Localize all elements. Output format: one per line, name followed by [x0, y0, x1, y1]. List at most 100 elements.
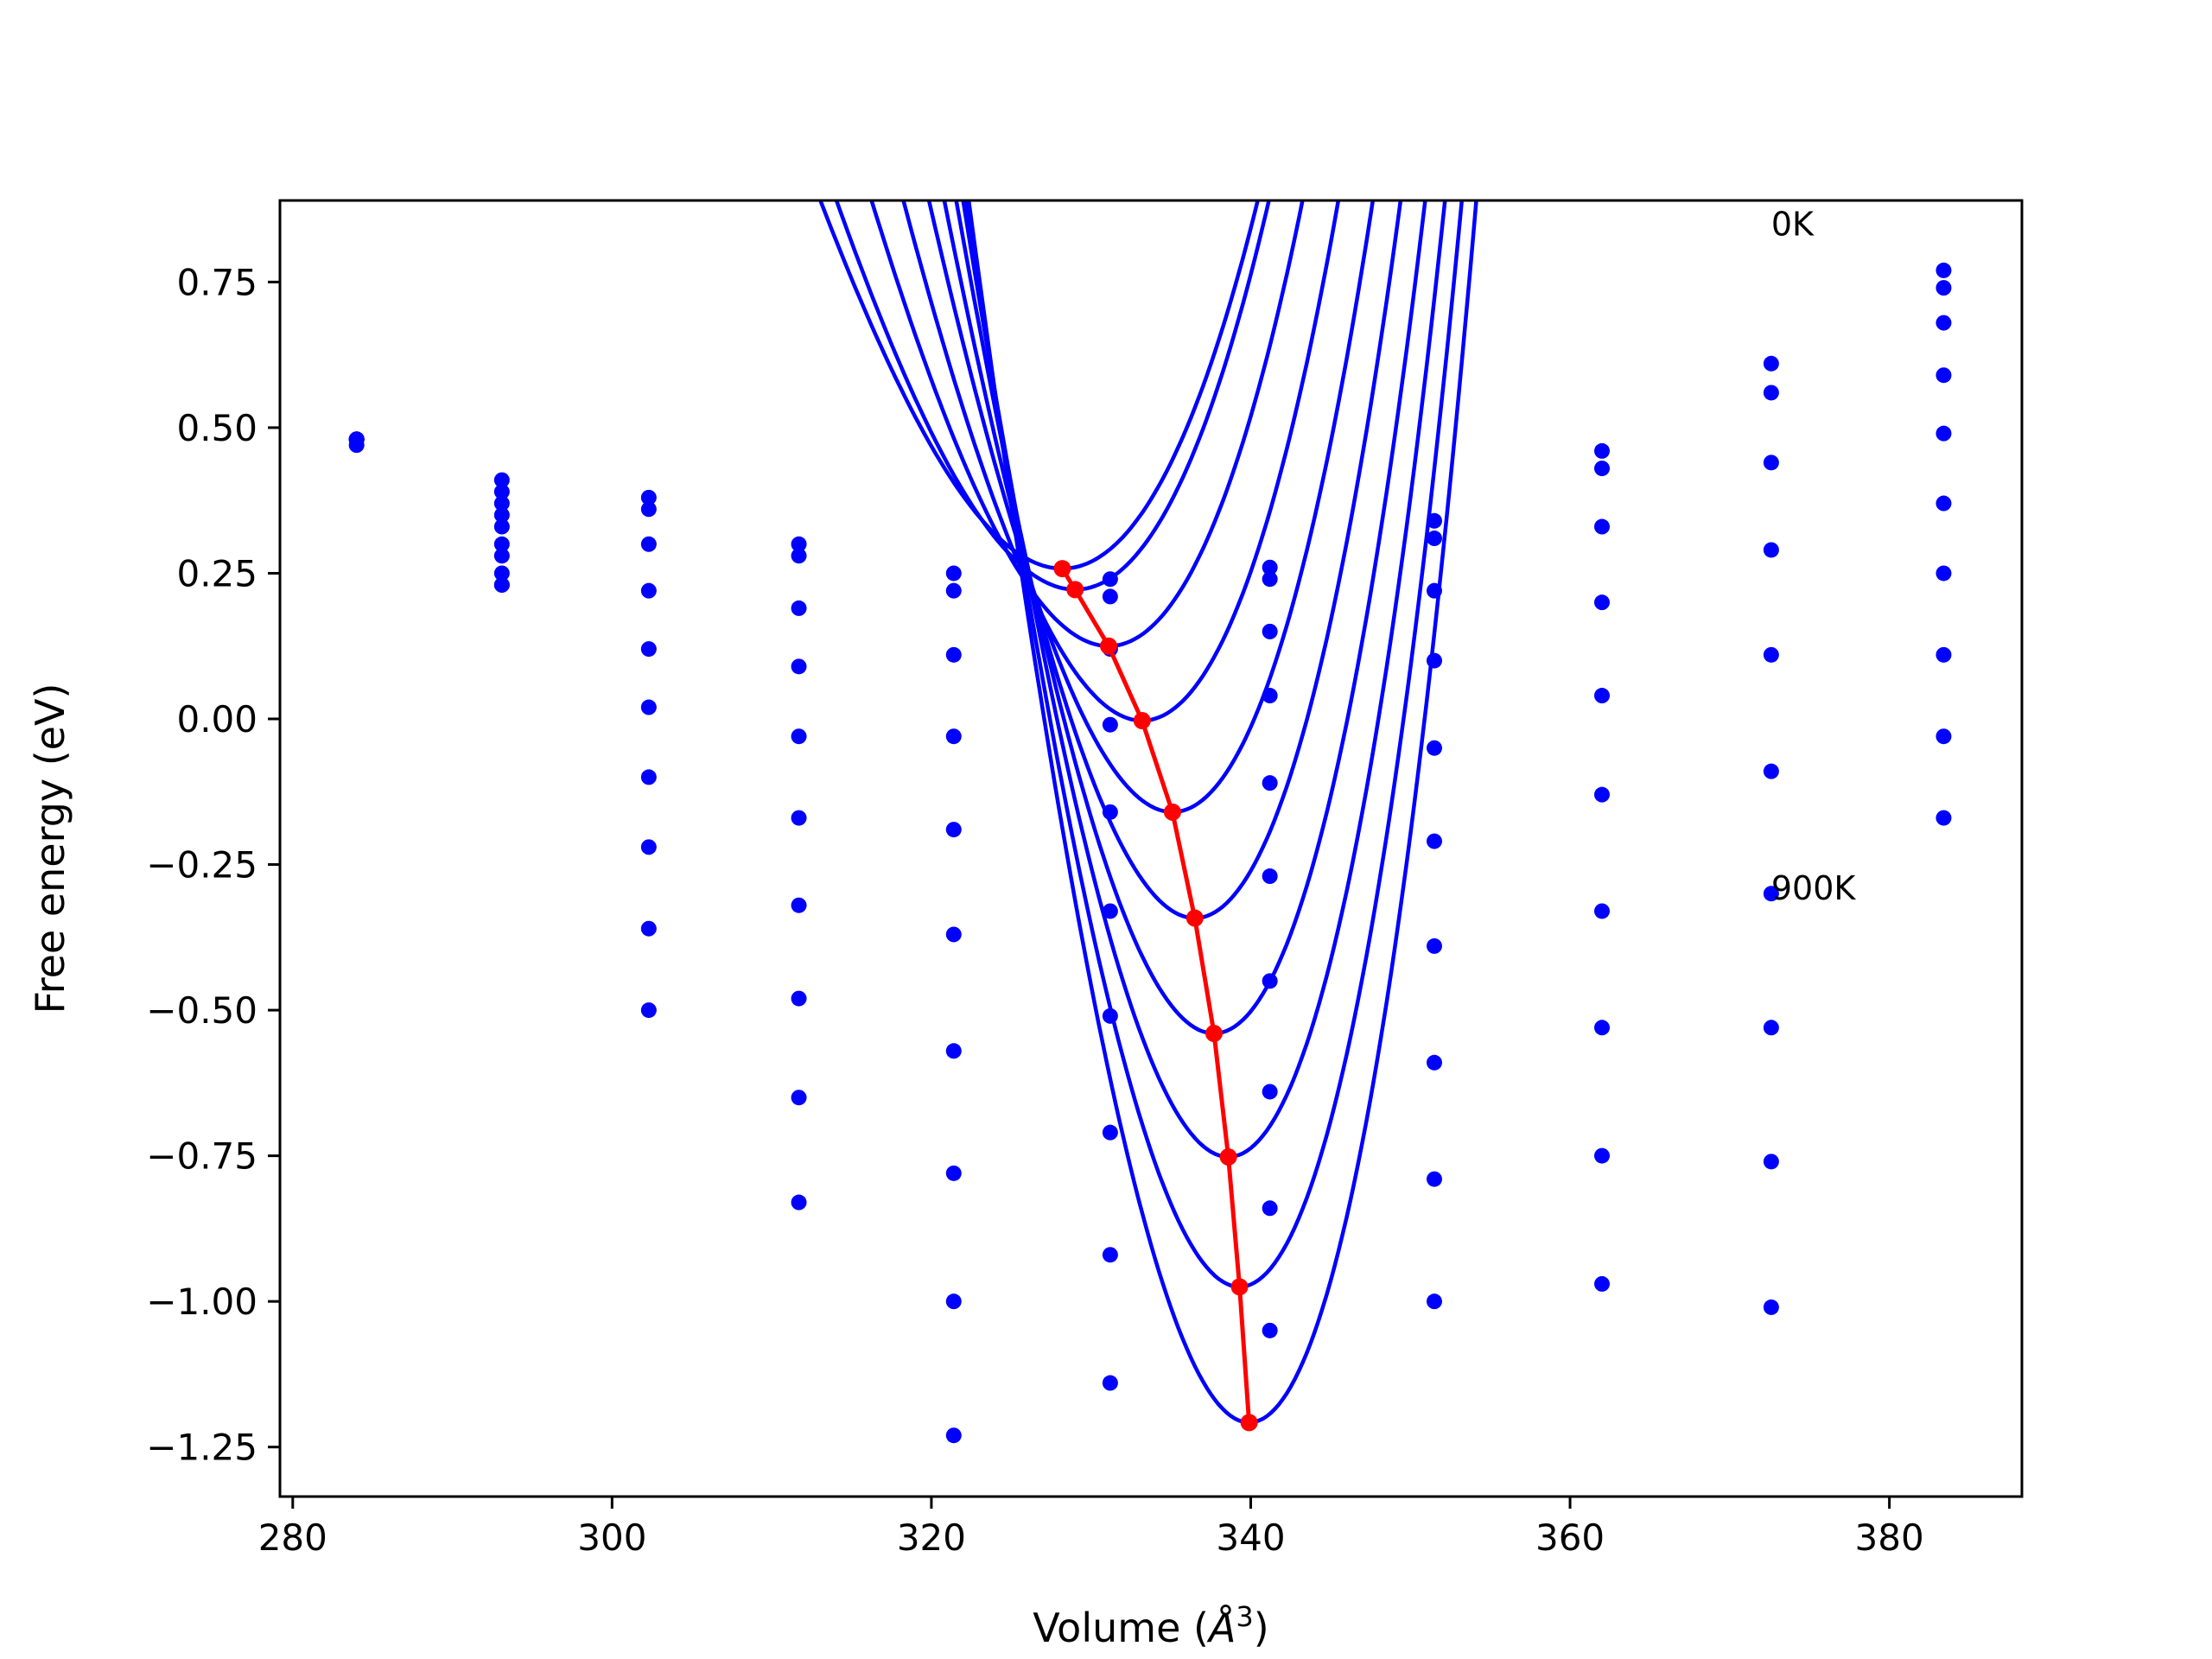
data-points [348, 262, 1952, 1444]
data-point [1936, 810, 1952, 826]
x-tick-label: 300 [577, 1516, 646, 1559]
y-tick-label: 0.75 [176, 261, 257, 303]
data-point [1102, 903, 1118, 919]
data-point [1262, 1084, 1278, 1100]
data-point [1763, 1299, 1779, 1315]
data-point [640, 489, 657, 505]
data-point [945, 1294, 962, 1310]
data-point [1594, 786, 1611, 803]
data-point [493, 484, 510, 500]
data-point [1763, 646, 1779, 663]
data-point [1594, 594, 1611, 611]
y-tick-label: 0.50 [176, 407, 257, 449]
y-tick-label: −1.25 [146, 1427, 257, 1469]
minima-point [1219, 1147, 1237, 1166]
data-point [791, 1194, 807, 1211]
y-axis-ticks: 0.75 0.50 0.25 0.00 −0.25 −0.50 −0.75 −1.00 −1.2… [146, 261, 280, 1469]
data-point [1262, 1200, 1278, 1217]
data-point [1102, 1247, 1118, 1263]
data-point [791, 810, 807, 826]
data-point [791, 897, 807, 913]
data-point [1426, 512, 1442, 529]
data-point [791, 548, 807, 564]
data-point [1262, 1322, 1278, 1338]
y-tick-label: −0.75 [146, 1135, 257, 1178]
minima-point [1205, 1025, 1223, 1043]
minima-point [1163, 803, 1181, 821]
data-point [493, 548, 510, 564]
data-point [493, 518, 510, 535]
data-point [791, 658, 807, 675]
data-point [1426, 1171, 1442, 1187]
minima-line [1060, 567, 1252, 1423]
data-point [640, 536, 657, 552]
data-point [640, 501, 657, 518]
plot-area [348, 200, 1952, 1444]
data-point [791, 1090, 807, 1106]
data-point [1102, 716, 1118, 733]
plot-frame [278, 199, 2024, 1498]
fit-curve [818, 200, 1260, 571]
minima-point [1100, 637, 1118, 655]
data-point [945, 1427, 962, 1444]
data-point [945, 926, 962, 943]
data-point [640, 920, 657, 937]
x-axis-title-suffix: ) [1254, 1605, 1269, 1651]
fit-curve [869, 200, 1305, 648]
data-point [1594, 442, 1611, 459]
temperature-annotations: 0K 900K [1771, 205, 1857, 907]
data-point [1763, 886, 1779, 902]
fit-curve [963, 200, 1465, 1289]
data-point [791, 728, 807, 745]
data-point [1102, 1124, 1118, 1141]
data-point [1426, 1294, 1442, 1310]
data-point [1426, 652, 1442, 669]
minima-point [1230, 1278, 1249, 1296]
data-point [640, 769, 657, 785]
minima-point [1185, 909, 1204, 927]
fit-curve [961, 200, 1447, 1160]
data-point [1594, 1275, 1611, 1292]
equilibrium-volume-line [1053, 560, 1258, 1432]
data-point [1763, 1020, 1779, 1036]
data-point [1763, 542, 1779, 558]
data-point [1262, 868, 1278, 885]
data-point [945, 582, 962, 599]
data-point [493, 576, 510, 593]
x-axis-title: Volume (Å3) [1033, 1600, 1268, 1651]
temperature-label: 900K [1771, 869, 1857, 907]
data-point [1426, 938, 1442, 954]
data-point [1936, 565, 1952, 582]
data-point [1594, 1147, 1611, 1164]
data-point [493, 536, 510, 552]
data-point [1262, 775, 1278, 791]
data-point [1936, 280, 1952, 296]
data-point [945, 1165, 962, 1181]
fit-curve [954, 200, 1427, 1036]
x-axis-title-exponent: 3 [1236, 1600, 1253, 1633]
data-point [945, 646, 962, 663]
y-axis-title: Free energy (eV) [27, 683, 73, 1014]
data-point [945, 1043, 962, 1059]
data-point [791, 600, 807, 616]
data-point [1102, 1375, 1118, 1391]
data-point [493, 565, 510, 582]
data-point [493, 495, 510, 512]
data-point [791, 990, 807, 1007]
data-point [1936, 367, 1952, 384]
data-point [1262, 623, 1278, 639]
data-point [1426, 1054, 1442, 1071]
y-tick-label: −0.50 [146, 989, 257, 1032]
fit-curve [926, 200, 1376, 815]
temperature-label: 0K [1771, 205, 1815, 243]
y-tick-label: −0.25 [146, 844, 257, 887]
data-point [1102, 1007, 1118, 1024]
data-point [1936, 315, 1952, 331]
minima-point [1053, 560, 1071, 578]
data-point [640, 582, 657, 599]
data-point [1262, 559, 1278, 575]
data-point [791, 536, 807, 552]
data-point [1262, 973, 1278, 989]
data-point [1763, 763, 1779, 779]
